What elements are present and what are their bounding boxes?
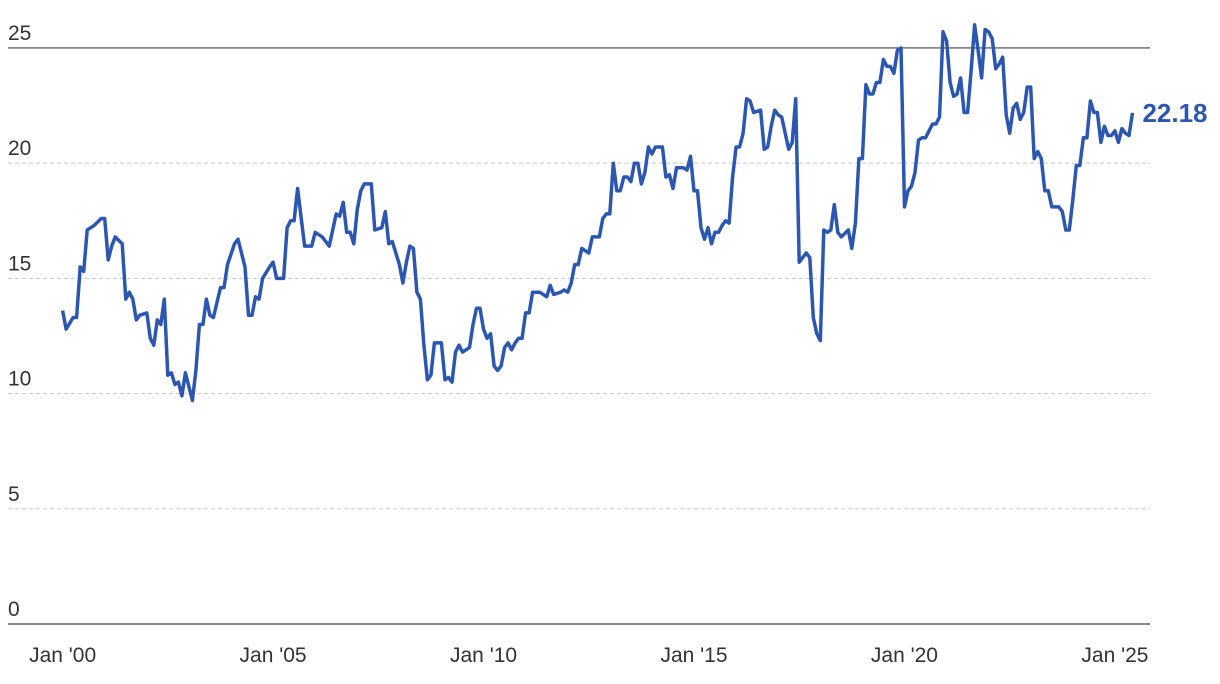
end-value-label: 22.18 — [1142, 98, 1207, 128]
y-tick-label: 0 — [8, 598, 20, 621]
line-series — [60, 23, 1135, 403]
y-tick-label: 25 — [8, 22, 31, 45]
x-tick-label: Jan '15 — [660, 644, 727, 667]
x-tick-label: Jan '05 — [240, 644, 307, 667]
y-tick-label: 10 — [8, 368, 31, 391]
y-tick-label: 15 — [8, 252, 31, 275]
y-tick-label: 20 — [8, 137, 31, 160]
x-tick-label: Jan '00 — [29, 644, 96, 667]
y-tick-label: 5 — [8, 483, 20, 506]
x-tick-label: Jan '10 — [450, 644, 517, 667]
x-tick-label: Jan '20 — [871, 644, 938, 667]
x-tick-label: Jan '25 — [1081, 644, 1148, 667]
